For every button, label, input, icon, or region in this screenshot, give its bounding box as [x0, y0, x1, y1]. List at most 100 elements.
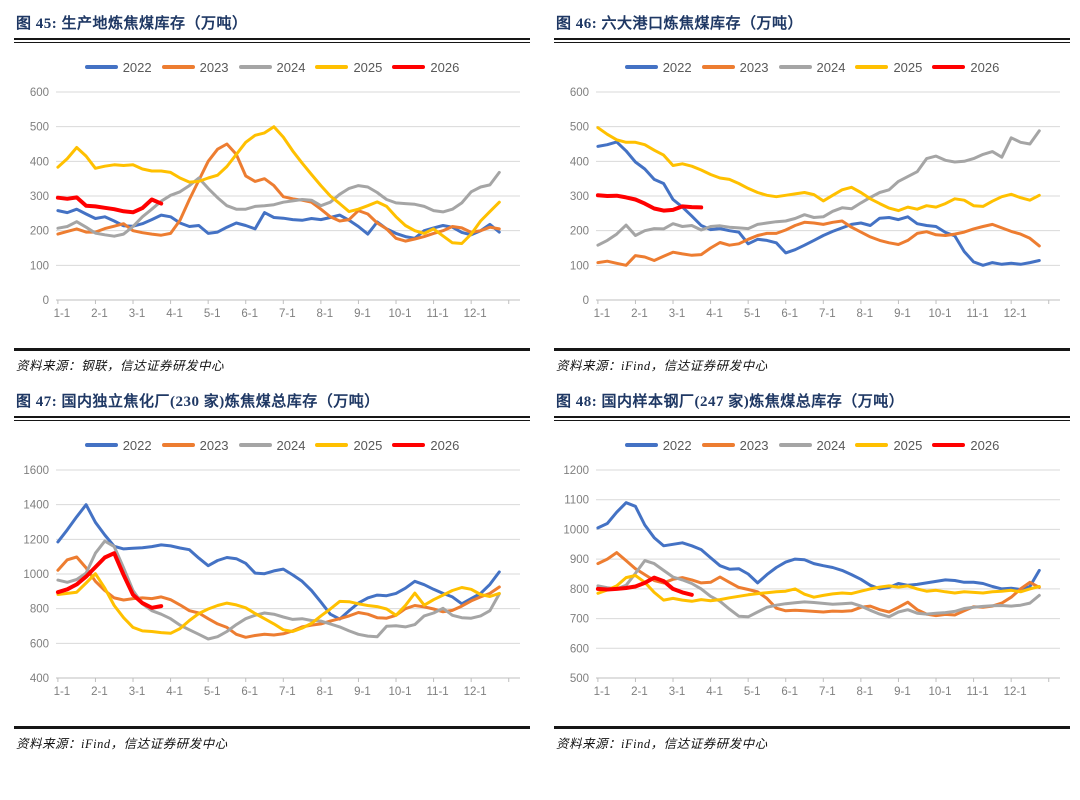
- legend-swatch: [778, 64, 812, 70]
- legend-swatch: [855, 64, 889, 70]
- svg-text:600: 600: [570, 87, 589, 99]
- legend-swatch: [84, 64, 118, 70]
- svg-text:10-1: 10-1: [929, 686, 952, 698]
- legend-swatch: [392, 64, 426, 70]
- legend-label: 2024: [276, 59, 306, 75]
- svg-text:10-1: 10-1: [929, 308, 952, 320]
- svg-text:900: 900: [570, 554, 589, 566]
- figure-48-source-note: 资料来源：iFind，信达证券研发中心: [556, 737, 768, 751]
- legend-swatch: [778, 442, 812, 448]
- figure-47-legend: 2022 2023 2024 2025 2026: [14, 436, 530, 454]
- legend-swatch: [238, 64, 272, 70]
- legend-swatch: [701, 442, 735, 448]
- svg-text:1000: 1000: [23, 569, 49, 581]
- legend-label: 2024: [816, 59, 846, 75]
- legend-label: 2025: [893, 59, 923, 75]
- figure-bottom-rule: [14, 348, 530, 351]
- svg-text:500: 500: [570, 673, 589, 685]
- figure-bottom-rule: [554, 348, 1070, 351]
- svg-text:1-1: 1-1: [54, 686, 71, 698]
- legend-swatch: [624, 64, 658, 70]
- svg-text:2-1: 2-1: [631, 308, 648, 320]
- figure-46-line-chart: 0 100 200 300 400 500 600 1-1 2-1 3-1 4-1 5-1 6-1 7-1…: [570, 87, 1060, 320]
- svg-text:5-1: 5-1: [204, 308, 221, 320]
- legend-item-2025: 2025: [855, 60, 922, 75]
- legend-swatch: [932, 64, 966, 70]
- svg-text:2-1: 2-1: [91, 686, 108, 698]
- figure-47: 图 47: 国内独立焦化厂(230 家)炼焦煤总库存（万吨） 2022 2023 2…: [14, 390, 530, 752]
- legend-label: 2023: [739, 437, 769, 453]
- legend-label: 2023: [199, 437, 229, 453]
- legend-item-2026: 2026: [932, 438, 999, 453]
- legend-swatch: [161, 64, 195, 70]
- legend-item-2024: 2024: [778, 59, 846, 75]
- svg-text:100: 100: [570, 260, 589, 272]
- svg-text:7-1: 7-1: [819, 686, 836, 698]
- figure-48: 图 48: 国内样本钢厂(247 家)炼焦煤总库存（万吨） 2022 2023 20…: [554, 390, 1070, 752]
- legend-label: 2022: [662, 437, 692, 453]
- legend-label: 2025: [353, 59, 383, 75]
- svg-text:12-1: 12-1: [1004, 686, 1027, 698]
- legend-label: 2023: [739, 59, 769, 75]
- svg-text:1-1: 1-1: [594, 686, 611, 698]
- figure-45-source-note: 资料来源：钢联，信达证券研发中心: [16, 359, 225, 373]
- legend-item-2022: 2022: [84, 437, 152, 453]
- svg-text:4-1: 4-1: [706, 308, 723, 320]
- figure-46: 图 46: 六大港口炼焦煤库存（万吨） 2022 2023 2024 2025 2026…: [554, 12, 1070, 374]
- svg-text:6-1: 6-1: [781, 686, 798, 698]
- title-underline: [554, 416, 1070, 421]
- svg-text:1600: 1600: [23, 465, 49, 477]
- figure-46-source-note: 资料来源：iFind，信达证券研发中心: [556, 359, 768, 373]
- svg-text:5-1: 5-1: [744, 686, 761, 698]
- legend-item-2022: 2022: [84, 59, 152, 75]
- svg-text:5-1: 5-1: [744, 308, 761, 320]
- legend-label: 2025: [353, 437, 383, 453]
- svg-text:1-1: 1-1: [594, 308, 611, 320]
- svg-text:1400: 1400: [23, 500, 49, 512]
- svg-text:500: 500: [30, 122, 49, 134]
- svg-text:9-1: 9-1: [894, 308, 911, 320]
- figure-bottom-rule: [554, 726, 1070, 729]
- legend-swatch: [932, 442, 966, 448]
- svg-text:3-1: 3-1: [669, 308, 686, 320]
- svg-text:11-1: 11-1: [967, 686, 989, 698]
- svg-text:4-1: 4-1: [166, 686, 183, 698]
- legend-label: 2026: [970, 59, 1000, 75]
- legend-label: 2024: [816, 437, 846, 453]
- svg-text:4-1: 4-1: [166, 308, 183, 320]
- title-underline: [554, 38, 1070, 43]
- svg-text:600: 600: [570, 643, 589, 655]
- legend-label: 2023: [199, 59, 229, 75]
- svg-text:300: 300: [30, 191, 49, 203]
- title-underline: [14, 38, 530, 43]
- figure-45-legend: 2022 2023 2024 2025 2026: [14, 58, 530, 76]
- figure-bottom-rule: [14, 726, 530, 729]
- svg-text:800: 800: [30, 604, 49, 616]
- legend-item-2023: 2023: [701, 59, 769, 75]
- legend-swatch: [855, 442, 889, 448]
- svg-text:8-1: 8-1: [317, 308, 334, 320]
- svg-text:8-1: 8-1: [317, 686, 334, 698]
- legend-label: 2022: [122, 59, 152, 75]
- legend-item-2025: 2025: [315, 438, 382, 453]
- legend-item-2023: 2023: [161, 437, 229, 453]
- svg-text:6-1: 6-1: [781, 308, 798, 320]
- svg-text:11-1: 11-1: [427, 308, 449, 320]
- legend-label: 2024: [276, 437, 306, 453]
- figure-45-title: 图 45: 生产地炼焦煤库存（万吨）: [16, 16, 248, 32]
- svg-text:400: 400: [30, 156, 49, 168]
- legend-item-2023: 2023: [161, 59, 229, 75]
- legend-label: 2022: [662, 59, 692, 75]
- title-underline: [14, 416, 530, 421]
- legend-label: 2022: [122, 437, 152, 453]
- svg-text:600: 600: [30, 638, 49, 650]
- legend-label: 2026: [430, 437, 460, 453]
- legend-swatch: [315, 64, 349, 70]
- svg-text:1-1: 1-1: [54, 308, 71, 320]
- legend-item-2026: 2026: [932, 60, 999, 75]
- legend-label: 2025: [893, 437, 923, 453]
- svg-text:4-1: 4-1: [706, 686, 723, 698]
- svg-text:1200: 1200: [563, 465, 589, 477]
- legend-label: 2026: [970, 437, 1000, 453]
- svg-text:9-1: 9-1: [894, 686, 911, 698]
